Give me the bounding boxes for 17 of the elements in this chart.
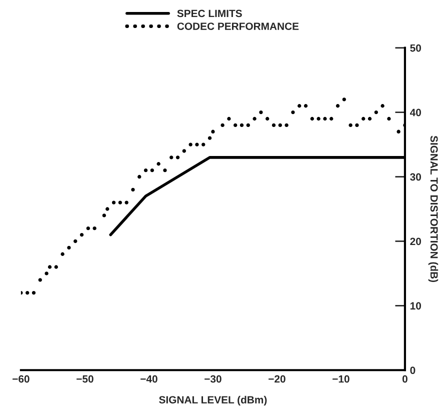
y-tick-label: 40 — [410, 108, 421, 116]
x-tick-label: −40 — [140, 375, 158, 383]
x-tick-label: −30 — [204, 375, 222, 383]
x-axis-title: SIGNAL LEVEL (dBm) — [159, 396, 267, 406]
x-tick-label: −20 — [268, 375, 286, 383]
y-tick-label: 20 — [410, 238, 421, 246]
legend-label: CODEC PERFORMANCE — [177, 22, 299, 30]
y-tick-label: 30 — [410, 173, 421, 181]
x-tick-label: −10 — [332, 375, 350, 383]
y-axis-title: SIGNAL TO DISTORTION (dB) — [428, 136, 438, 282]
y-tick-label: 50 — [410, 44, 421, 52]
x-tick-label: −50 — [76, 375, 94, 383]
legend-label: SPEC LIMITS — [177, 10, 242, 18]
x-tick-label: −60 — [12, 375, 30, 383]
y-tick-label: 10 — [410, 302, 421, 310]
y-tick-label: 0 — [410, 366, 416, 374]
x-tick-label: 0 — [402, 375, 408, 383]
